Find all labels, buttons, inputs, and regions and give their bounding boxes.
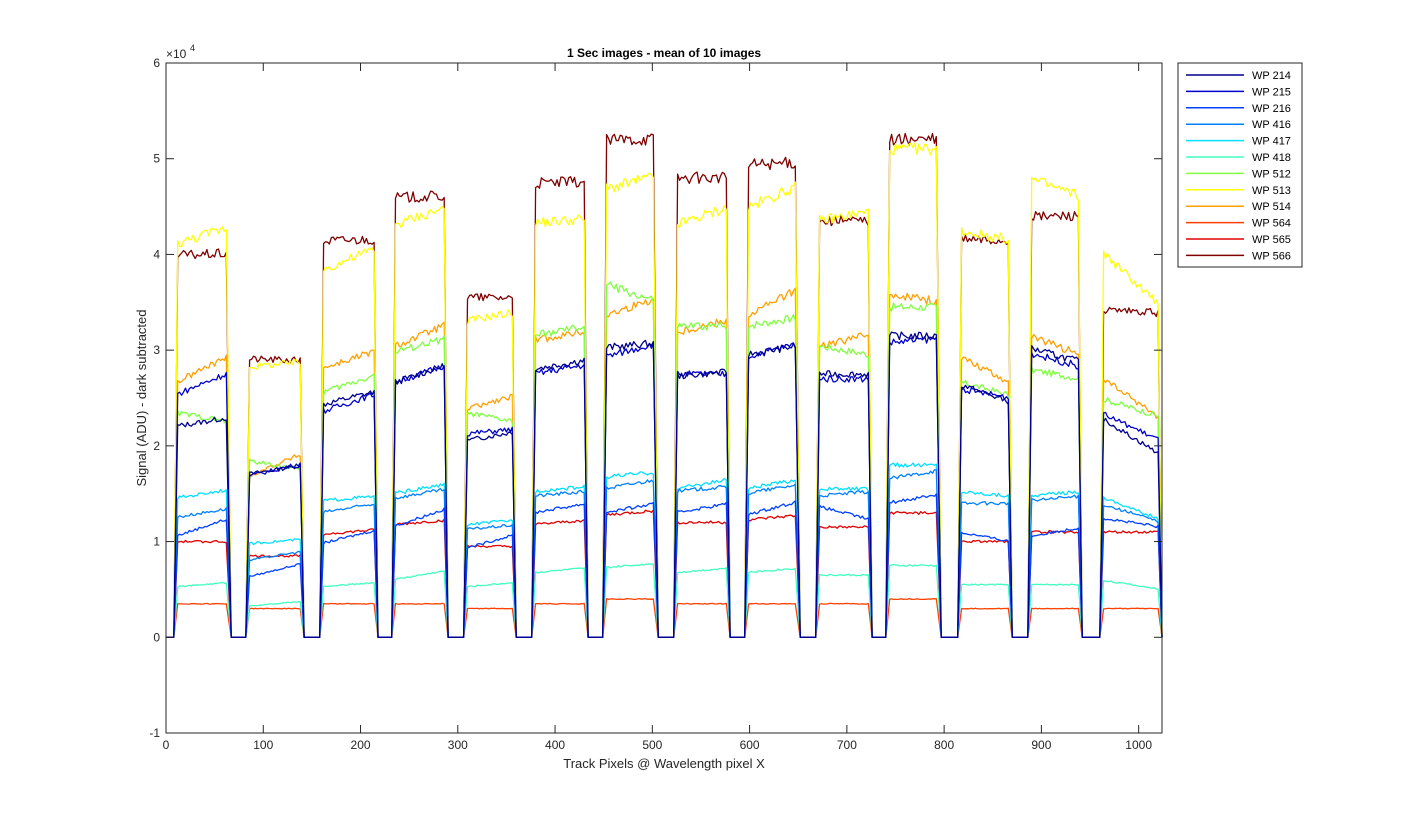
- y-tick-label: 3: [153, 343, 160, 357]
- y-tick-label: 6: [153, 56, 160, 70]
- legend: WP 214 WP 215 WP 216 WP 416 WP 417 WP 418 WP 5…: [1177, 62, 1303, 268]
- legend-items: WP 214 WP 215 WP 216 WP 416 WP 417 WP 418 WP 5…: [1186, 70, 1291, 262]
- x-tick-label: 1000: [1125, 738, 1152, 752]
- legend-label: WP 215: [1252, 86, 1291, 98]
- legend-label: WP 416: [1252, 119, 1291, 131]
- x-tick-label: 0: [163, 738, 170, 752]
- chart-title: 1 Sec images - mean of 10 images: [567, 46, 761, 60]
- x-tick-label: 100: [253, 738, 273, 752]
- x-axis-title: Track Pixels @ Wavelength pixel X: [563, 756, 765, 771]
- plot-frame: [165, 62, 1163, 734]
- legend-label: WP 216: [1252, 103, 1291, 115]
- x-tick-label: 300: [448, 738, 468, 752]
- y-tick-label: -1: [149, 726, 160, 740]
- x-tick-label: 400: [545, 738, 565, 752]
- y-axis-exponent-base: ×10: [166, 47, 187, 61]
- legend-label: WP 513: [1252, 185, 1291, 197]
- x-axis-ticks: 0 100 200 300 400 500 600 700 800 900 1000: [163, 63, 1152, 752]
- legend-label: WP 514: [1252, 201, 1291, 213]
- legend-label: WP 566: [1252, 250, 1291, 262]
- y-tick-label: 2: [153, 439, 160, 453]
- y-tick-label: 1: [153, 535, 160, 549]
- y-tick-label: 4: [153, 247, 160, 261]
- y-axis-ticks: -1 0 1 2 3 4 5 6: [149, 56, 1162, 740]
- legend-label: WP 564: [1252, 218, 1291, 230]
- legend-label: WP 418: [1252, 152, 1291, 164]
- x-tick-label: 200: [351, 738, 371, 752]
- legend-box: [1177, 62, 1303, 268]
- legend-label: WP 417: [1252, 136, 1291, 148]
- legend-label: WP 512: [1252, 168, 1291, 180]
- x-tick-label: 800: [934, 738, 954, 752]
- y-axis-title: Signal (ADU) - dark subtracted: [134, 309, 149, 486]
- legend-label: WP 565: [1252, 234, 1291, 246]
- series-line-wp-214: [166, 331, 1163, 638]
- x-tick-label: 600: [740, 738, 760, 752]
- y-tick-label: 5: [153, 152, 160, 166]
- x-tick-label: 900: [1031, 738, 1051, 752]
- y-tick-label: 0: [153, 630, 160, 644]
- series-layer: [166, 132, 1163, 638]
- x-tick-label: 700: [837, 738, 857, 752]
- x-tick-label: 500: [642, 738, 662, 752]
- y-axis-exponent-power: 4: [190, 43, 195, 53]
- legend-label: WP 214: [1252, 70, 1291, 82]
